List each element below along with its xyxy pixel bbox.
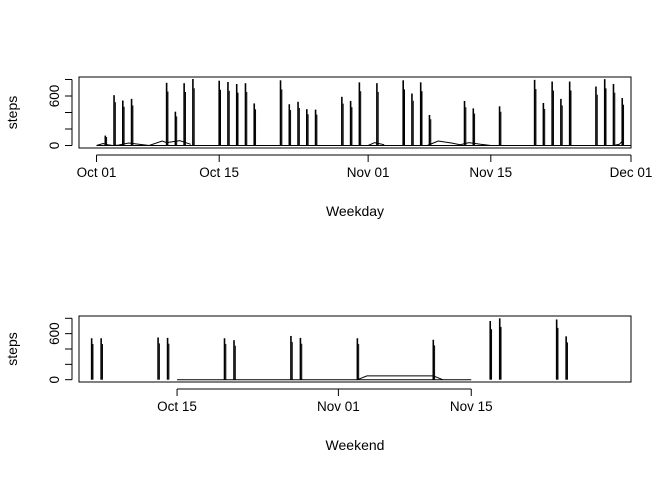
x-axis-title: Weekend (326, 437, 385, 453)
x-tick-label: Nov 01 (317, 399, 360, 414)
x-tick-label: Nov 01 (347, 165, 390, 180)
x-tick-label: Nov 15 (450, 399, 493, 414)
x-tick-label: Oct 15 (157, 399, 197, 414)
y-tick-label: 0 (47, 142, 62, 150)
chart-panel-2: Oct 15 Nov 01 Nov 15 0 600 steps Weekend (4, 315, 632, 453)
x-tick-label: Nov 15 (469, 165, 512, 180)
x-tick-label: Oct 15 (199, 165, 239, 180)
y-axis-title: steps (4, 332, 20, 365)
y-tick-label: 600 (47, 85, 62, 108)
x-tick-label: Dec 01 (610, 165, 653, 180)
plot-frame (78, 315, 632, 383)
chart-panel-1: Oct 01 Oct 15 Nov 01 Nov 15 Dec 01 0 600 steps W… (4, 76, 653, 219)
y-axis-title: steps (4, 96, 20, 129)
series-segment (367, 142, 385, 146)
series-segment (427, 140, 491, 146)
series-segment (357, 375, 443, 381)
y-tick-label: 600 (47, 322, 62, 345)
x-tick-label: Oct 01 (77, 165, 117, 180)
x-axis-title: Weekday (326, 203, 384, 219)
plot-frame (78, 76, 632, 149)
series-segment (613, 141, 623, 146)
y-tick-label: 0 (47, 376, 62, 384)
